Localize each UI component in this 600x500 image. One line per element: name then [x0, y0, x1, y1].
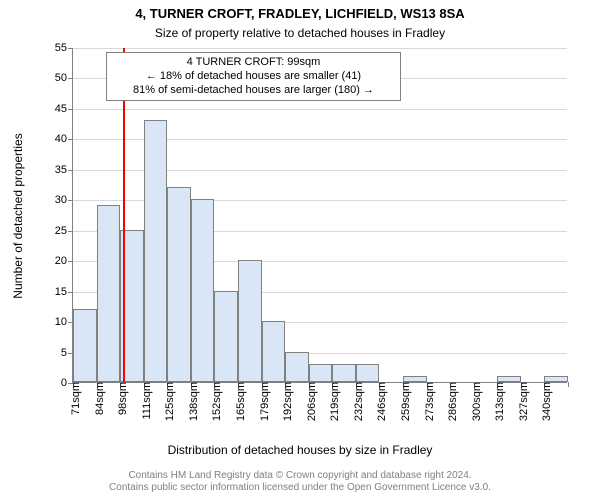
x-axis-title: Distribution of detached houses by size …: [0, 443, 600, 457]
x-tick-label: 138sqm: [182, 382, 200, 421]
histogram-bar: [238, 260, 262, 382]
x-tick-label: 219sqm: [323, 382, 341, 421]
x-tick-label: 313sqm: [488, 382, 506, 421]
histogram-bar: [262, 321, 286, 382]
y-tick-label: 30: [55, 194, 73, 206]
histogram-bar: [332, 364, 356, 382]
histogram-bar: [356, 364, 380, 382]
chart-footer: Contains HM Land Registry data © Crown c…: [0, 470, 600, 494]
histogram-bar: [191, 199, 215, 382]
x-tick-label: 179sqm: [253, 382, 271, 421]
y-tick-label: 55: [55, 42, 73, 54]
x-tick-label: 286sqm: [441, 382, 459, 421]
x-tick-label: 246sqm: [370, 382, 388, 421]
histogram-bar: [144, 120, 168, 382]
y-tick-label: 35: [55, 164, 73, 176]
x-tick-label: 232sqm: [347, 382, 365, 421]
histogram-bar: [214, 291, 238, 382]
y-tick-label: 20: [55, 255, 73, 267]
histogram-bar: [309, 364, 333, 382]
y-tick-label: 15: [55, 286, 73, 298]
histogram-bar: [73, 309, 97, 382]
x-tick-label: 259sqm: [394, 382, 412, 421]
x-tick-label: 273sqm: [418, 382, 436, 421]
annotation-line: ← 18% of detached houses are smaller (41…: [113, 70, 394, 84]
chart-title-sub: Size of property relative to detached ho…: [0, 26, 600, 40]
x-tick-label: 125sqm: [158, 382, 176, 421]
annotation-line: 4 TURNER CROFT: 99sqm: [113, 56, 394, 70]
histogram-bar: [97, 205, 121, 382]
x-tick-label: 327sqm: [512, 382, 530, 421]
x-tick-label: 152sqm: [205, 382, 223, 421]
footer-line: Contains public sector information licen…: [0, 482, 600, 494]
x-tick-label: 192sqm: [276, 382, 294, 421]
x-tick-label: 84sqm: [88, 382, 106, 415]
plot-area: 4 TURNER CROFT: 99sqm← 18% of detached h…: [72, 48, 567, 383]
x-tick-label: 206sqm: [300, 382, 318, 421]
y-tick-label: 5: [61, 347, 73, 359]
y-axis-title: Number of detached properties: [11, 133, 25, 298]
reference-annotation-box: 4 TURNER CROFT: 99sqm← 18% of detached h…: [106, 52, 401, 101]
chart-title-main: 4, TURNER CROFT, FRADLEY, LICHFIELD, WS1…: [0, 6, 600, 21]
footer-line: Contains HM Land Registry data © Crown c…: [0, 470, 600, 482]
x-tick-label: 300sqm: [465, 382, 483, 421]
x-tick-label: 71sqm: [64, 382, 82, 415]
grid-line: [73, 48, 567, 49]
y-tick-label: 50: [55, 72, 73, 84]
x-tick-label: 340sqm: [535, 382, 553, 421]
y-tick-label: 40: [55, 133, 73, 145]
histogram-bar: [167, 187, 191, 382]
x-tick-label: 111sqm: [135, 382, 153, 420]
histogram-bar: [285, 352, 309, 382]
grid-line: [73, 109, 567, 110]
x-tick-mark: [568, 382, 569, 387]
x-tick-label: 165sqm: [229, 382, 247, 421]
y-tick-label: 45: [55, 103, 73, 115]
y-tick-label: 25: [55, 225, 73, 237]
x-tick-label: 98sqm: [111, 382, 129, 415]
y-tick-label: 10: [55, 316, 73, 328]
histogram-chart: 4, TURNER CROFT, FRADLEY, LICHFIELD, WS1…: [0, 0, 600, 500]
annotation-line: 81% of semi-detached houses are larger (…: [113, 84, 394, 98]
